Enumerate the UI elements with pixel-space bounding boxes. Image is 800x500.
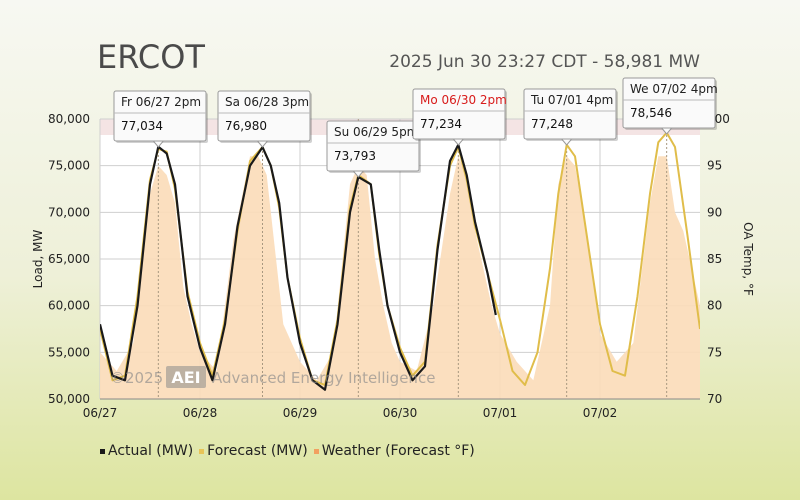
y-tick-label: 80,000 (48, 112, 90, 126)
peak-callouts: Fr 06/27 2pm 77,034 Sa 06/28 3pm 76,980 Su 0… (113, 77, 718, 178)
x-tick-label: 07/02 (583, 406, 618, 420)
y-tick-label: 65,000 (48, 252, 90, 266)
legend-swatch-forecast (199, 448, 205, 454)
callout-pointer (152, 140, 165, 148)
callout-day-label: Su 06/29 5pm (334, 125, 418, 139)
y-tick-label: 70,000 (48, 205, 90, 219)
x-tick-label: 06/29 (283, 406, 318, 420)
legend-item-actual[interactable]: Actual (MW) (100, 443, 193, 459)
callout-day-label: We 07/02 4pm (630, 82, 718, 96)
callout-day-label: Sa 06/28 3pm (225, 95, 309, 109)
legend: Actual (MW) Forecast (MW) Weather (Forec… (100, 443, 475, 459)
legend-swatch-actual (100, 448, 105, 454)
y-tick-label: 60,000 (48, 299, 90, 313)
watermark-logo: AEI (171, 368, 200, 387)
callout-pointer (256, 140, 269, 148)
callout-peak-value: 78,546 (630, 106, 672, 120)
page-title: ERCOT (97, 38, 205, 76)
legend-label-actual: Actual (MW) (108, 443, 194, 459)
peak-callout: Sa 06/28 3pm 76,980 (217, 90, 312, 148)
y-tick-label: 75,000 (48, 159, 90, 173)
callout-peak-value: 77,234 (420, 117, 462, 131)
actual-load-line (100, 143, 497, 391)
legend-item-forecast[interactable]: Forecast (MW) (199, 443, 308, 459)
peak-callout: Mo 06/30 2pm 77,234 (412, 88, 507, 146)
y2-tick-label: 90 (707, 205, 722, 219)
x-tick-label: 06/27 (83, 406, 118, 420)
series-lines (100, 131, 700, 391)
callout-peak-value: 76,980 (225, 119, 267, 133)
peak-callout: Su 06/29 5pm 73,793 (326, 120, 421, 178)
watermark-year: ©2025 (110, 369, 163, 387)
watermark-logo-box (166, 366, 206, 388)
callout-pointer (452, 138, 465, 146)
callout-pointer (660, 127, 673, 135)
callout-pointer (560, 138, 573, 146)
callout-day-label: Mo 06/30 2pm (420, 93, 507, 107)
y-tick-label: 50,000 (48, 392, 90, 406)
y2-axis-label: OA Temp, °F (741, 222, 755, 296)
callout-peak-value: 77,034 (121, 119, 163, 133)
y-axis-label: Load, MW (31, 230, 45, 289)
y2-tick-label: 85 (707, 252, 722, 266)
peak-marker-lines (157, 119, 668, 399)
y2-tick-label: 80 (707, 299, 722, 313)
callout-day-label: Tu 07/01 4pm (530, 93, 613, 107)
callout-pointer (352, 170, 365, 178)
axes: 50,000 55,000 60,000 65,000 70,000 75,000 80,0… (48, 112, 730, 420)
x-tick-label: 07/01 (483, 406, 518, 420)
peak-callout: Tu 07/01 4pm 77,248 (523, 88, 618, 146)
callout-peak-value: 73,793 (334, 149, 376, 163)
forecast-load-line (100, 131, 700, 386)
y2-tick-label: 70 (707, 392, 722, 406)
legend-item-weather[interactable]: Weather (Forecast °F) (313, 443, 475, 459)
legend-label-forecast: Forecast (MW) (207, 443, 308, 459)
callout-day-label: Fr 06/27 2pm (121, 95, 201, 109)
callout-box (326, 120, 420, 172)
y2-tick-label: 75 (707, 345, 722, 359)
y-tick-label: 55,000 (48, 345, 90, 359)
peak-callout: Fr 06/27 2pm 77,034 (113, 90, 208, 148)
x-tick-label: 06/30 (383, 406, 418, 420)
legend-label-weather: Weather (Forecast °F) (321, 443, 475, 459)
timestamp-load-readout: 2025 Jun 30 23:27 CDT - 58,981 MW (389, 52, 700, 72)
y2-tick-label: 95 (707, 159, 722, 173)
weather-forecast-area (100, 156, 700, 399)
watermark-text: Advanced Energy Intelligence (212, 369, 435, 387)
legend-swatch-weather (313, 448, 319, 454)
peak-callout: We 07/02 4pm 78,546 (622, 77, 718, 135)
weather-area (100, 156, 700, 399)
watermark: ©2025 AEI Advanced Energy Intelligence (110, 366, 435, 388)
callout-peak-value: 77,248 (531, 117, 573, 131)
x-tick-label: 06/28 (183, 406, 218, 420)
